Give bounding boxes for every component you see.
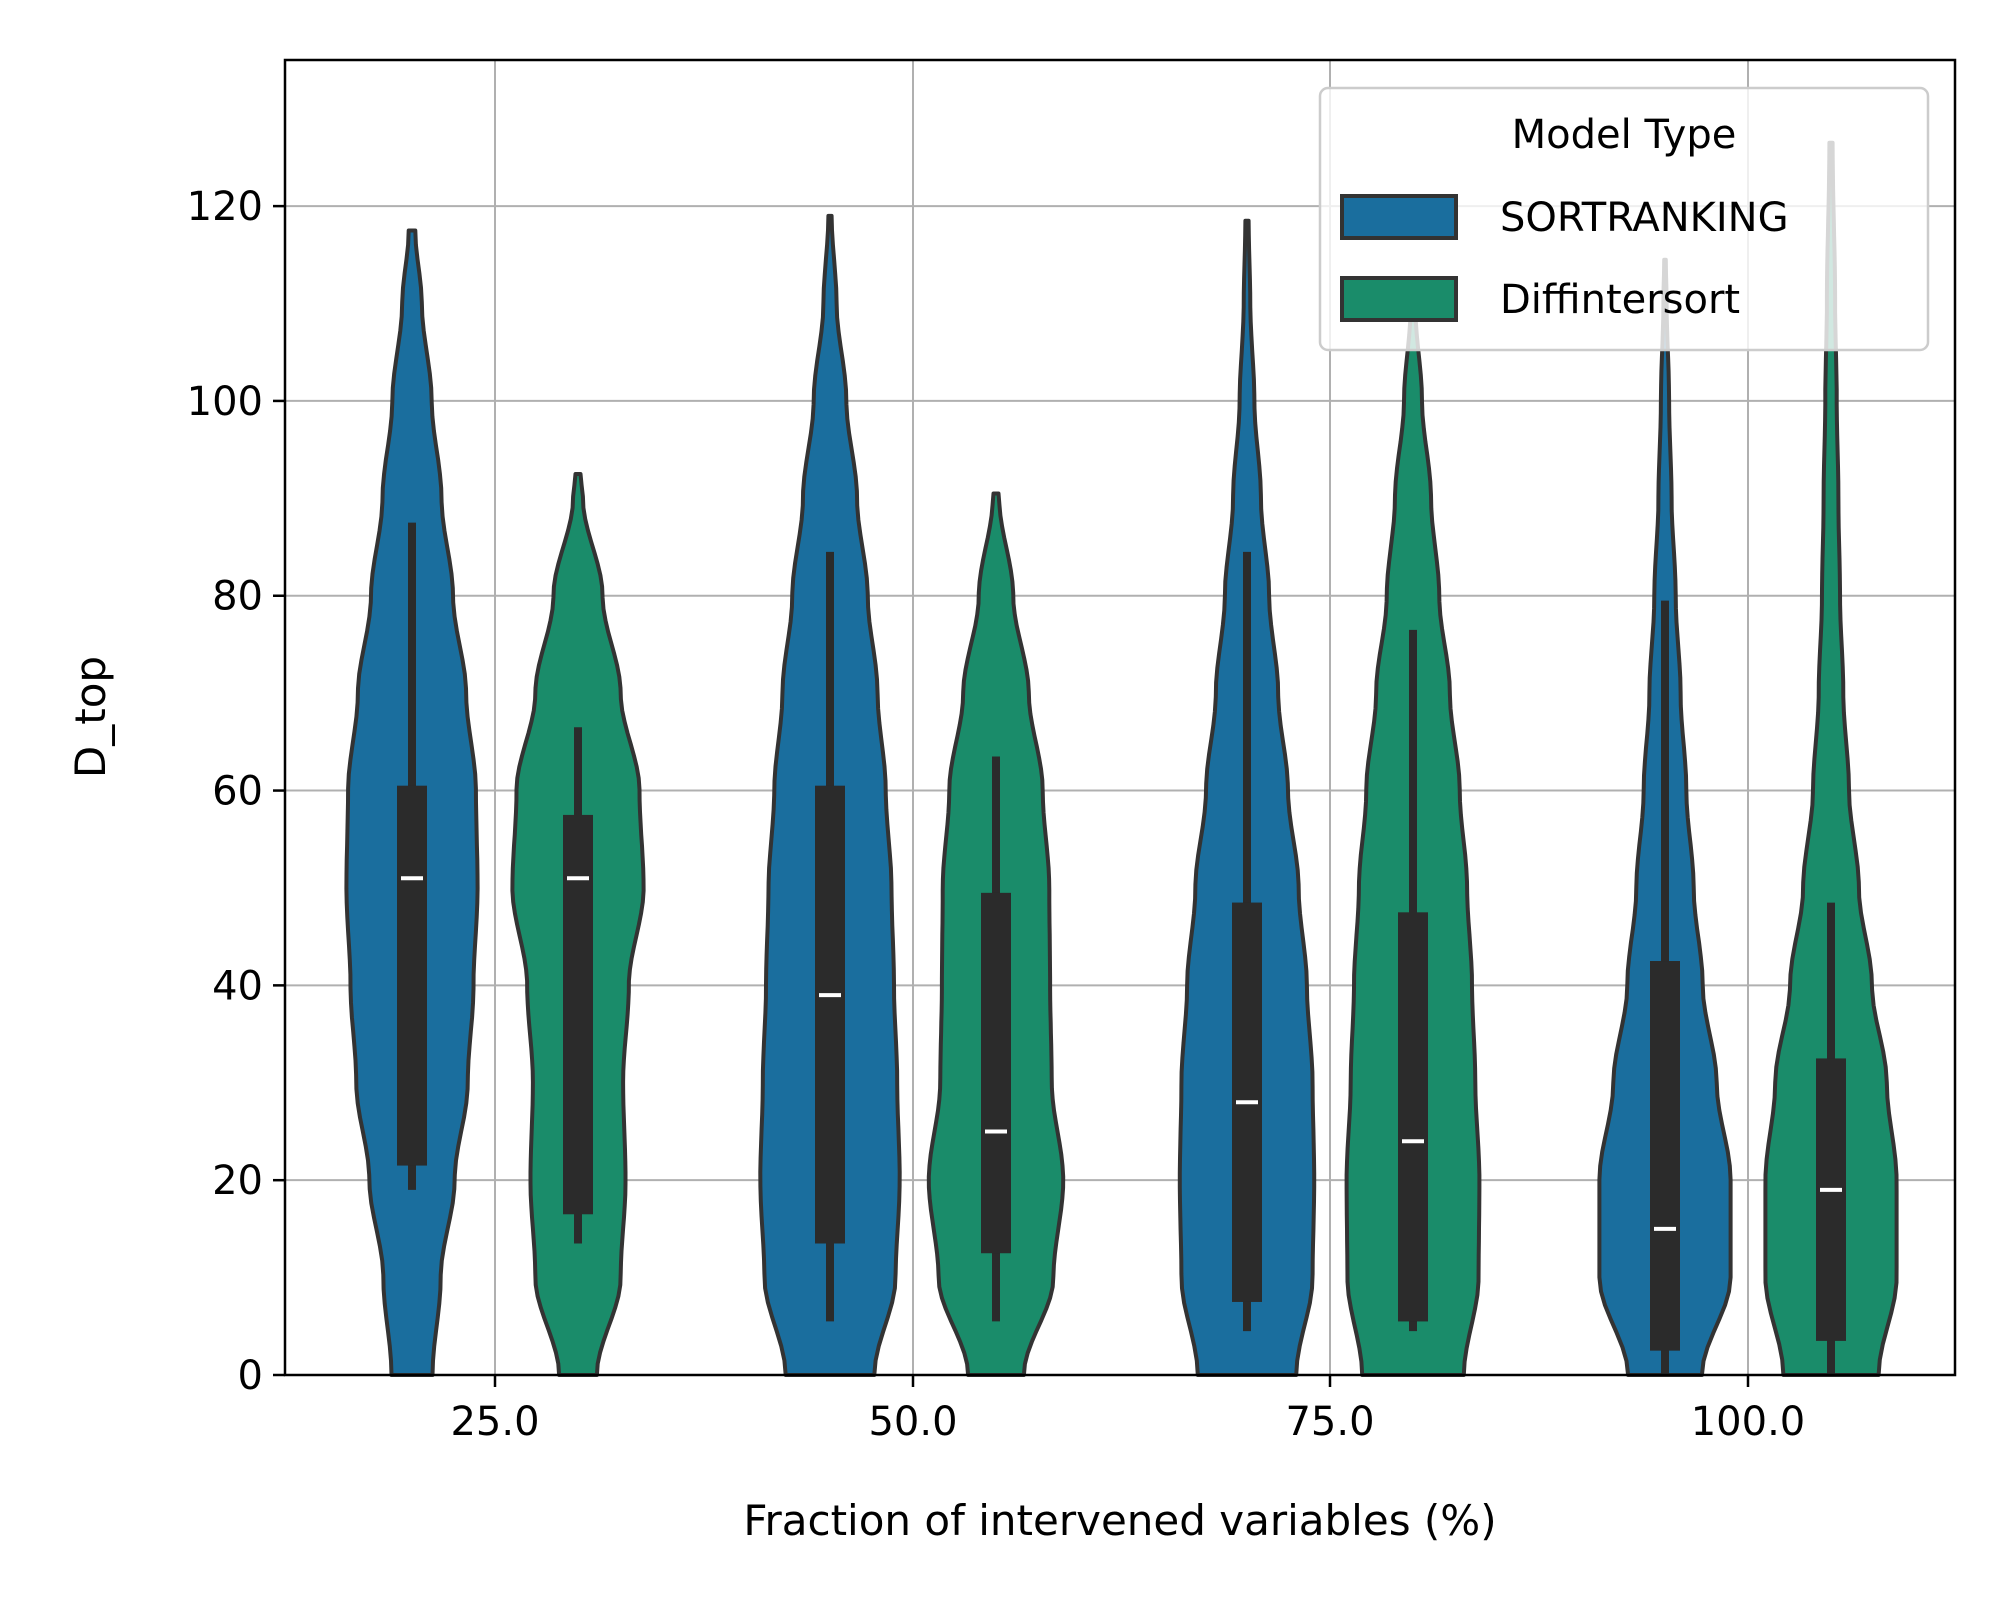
y-axis: 0 20 40 60 80 100 120 xyxy=(187,184,285,1399)
legend-swatch-sortranking xyxy=(1340,194,1458,240)
iqr-box xyxy=(1398,912,1428,1322)
plot-frame xyxy=(283,58,1957,1377)
y-tick-label: 40 xyxy=(212,963,263,1009)
iqr-box xyxy=(1816,1058,1846,1341)
legend-title: Model Type xyxy=(1512,112,1737,158)
iqr-box xyxy=(1650,961,1680,1351)
y-axis-label: D_top xyxy=(66,656,115,778)
legend-box xyxy=(1318,86,1930,352)
y-tick-label: 60 xyxy=(212,769,263,815)
x-tick-label: 25.0 xyxy=(450,1399,539,1445)
y-tick-label: 80 xyxy=(212,574,263,620)
x-tick-label: 100.0 xyxy=(1691,1399,1806,1445)
y-tick-label: 100 xyxy=(187,379,263,425)
violin-plot-area xyxy=(344,140,1899,1377)
iqr-box xyxy=(815,785,845,1244)
x-axis: 25.0 50.0 75.0 100.0 xyxy=(450,1375,1805,1445)
y-tick-label: 120 xyxy=(187,184,263,230)
iqr-box xyxy=(563,814,593,1215)
y-tick-label: 0 xyxy=(238,1353,263,1399)
y-tick-label: 20 xyxy=(212,1158,263,1204)
x-tick-label: 75.0 xyxy=(1285,1399,1374,1445)
iqr-box xyxy=(981,892,1011,1254)
legend-label-sortranking: SORTRANKING xyxy=(1500,195,1789,241)
x-axis-label: Fraction of intervened variables (%) xyxy=(743,1496,1496,1545)
x-tick-label: 50.0 xyxy=(868,1399,957,1445)
legend-label-diffintersort: Diffintersort xyxy=(1500,277,1740,323)
legend-swatch-diffintersort xyxy=(1340,276,1458,322)
iqr-box xyxy=(397,785,427,1166)
legend: Model Type SORTRANKING Diffintersort xyxy=(1318,86,1930,352)
